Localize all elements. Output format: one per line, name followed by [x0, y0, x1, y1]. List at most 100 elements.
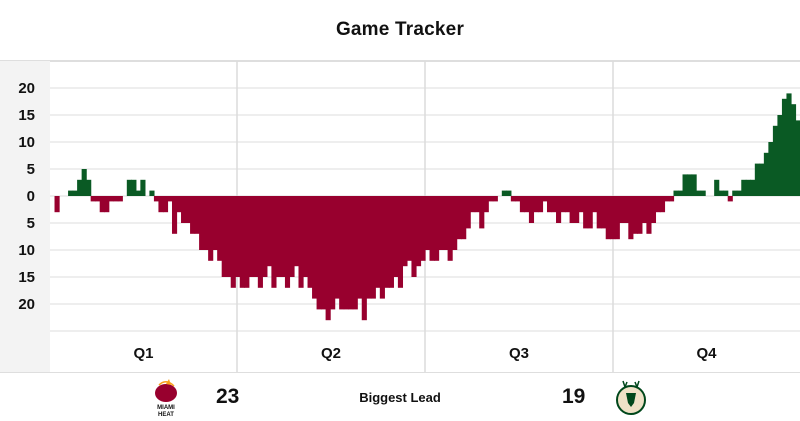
- bucks-lead-bar[interactable]: [786, 93, 792, 196]
- heat-lead-bar[interactable]: [619, 196, 625, 223]
- heat-lead-bar[interactable]: [379, 196, 385, 299]
- heat-lead-bar[interactable]: [312, 196, 318, 299]
- bucks-lead-bar[interactable]: [673, 190, 679, 196]
- heat-lead-bar[interactable]: [162, 196, 169, 213]
- bucks-lead-bar[interactable]: [772, 125, 779, 196]
- heat-lead-bar[interactable]: [537, 196, 544, 213]
- heat-lead-bar[interactable]: [551, 196, 557, 213]
- heat-lead-bar[interactable]: [524, 196, 530, 213]
- heat-lead-bar[interactable]: [357, 196, 363, 299]
- heat-lead-bar[interactable]: [519, 196, 525, 213]
- heat-lead-bar[interactable]: [262, 196, 268, 277]
- bucks-lead-bar[interactable]: [723, 190, 729, 196]
- bucks-lead-bar[interactable]: [777, 115, 783, 196]
- heat-lead-bar[interactable]: [104, 196, 110, 213]
- heat-lead-bar[interactable]: [321, 196, 327, 310]
- heat-lead-bar[interactable]: [556, 196, 562, 223]
- bucks-lead-bar[interactable]: [696, 190, 702, 196]
- heat-lead-bar[interactable]: [402, 196, 408, 267]
- heat-lead-bar[interactable]: [456, 196, 462, 240]
- heat-lead-bar[interactable]: [470, 196, 476, 213]
- heat-lead-bar[interactable]: [244, 196, 250, 288]
- heat-lead-bar[interactable]: [510, 196, 516, 202]
- bucks-lead-bar[interactable]: [126, 179, 132, 196]
- heat-lead-bar[interactable]: [465, 196, 471, 229]
- heat-lead-bar[interactable]: [587, 196, 593, 229]
- heat-lead-bar[interactable]: [361, 196, 367, 321]
- bucks-lead-bar[interactable]: [759, 163, 765, 196]
- heat-lead-bar[interactable]: [479, 196, 485, 229]
- bucks-lead-bar[interactable]: [754, 163, 760, 196]
- heat-lead-bar[interactable]: [434, 196, 440, 261]
- heat-lead-bar[interactable]: [284, 196, 291, 288]
- heat-lead-bar[interactable]: [474, 196, 480, 213]
- lead-chart-svg[interactable]: 20 15 10 5 0 5 10 15 20 Q1 Q2 Q3 Q4: [0, 61, 800, 372]
- heat-lead-bar[interactable]: [348, 196, 354, 310]
- bucks-lead-bar[interactable]: [718, 190, 724, 196]
- heat-lead-bar[interactable]: [393, 196, 399, 277]
- heat-lead-bar[interactable]: [95, 196, 101, 202]
- heat-lead-bar[interactable]: [176, 196, 182, 213]
- heat-lead-bar[interactable]: [569, 196, 575, 223]
- heat-lead-bar[interactable]: [221, 196, 227, 277]
- heat-lead-bar[interactable]: [217, 196, 223, 261]
- heat-lead-bar[interactable]: [108, 196, 114, 202]
- heat-lead-bar[interactable]: [370, 196, 376, 299]
- bucks-lead-bar[interactable]: [745, 179, 751, 196]
- bucks-lead-bar[interactable]: [750, 179, 756, 196]
- heat-lead-bar[interactable]: [438, 196, 444, 250]
- heat-lead-bar[interactable]: [610, 196, 616, 240]
- heat-lead-bar[interactable]: [614, 196, 620, 240]
- bucks-lead-bar[interactable]: [506, 190, 512, 196]
- heat-lead-bar[interactable]: [158, 196, 164, 213]
- heat-lead-bar[interactable]: [235, 196, 241, 277]
- bucks-lead-bar[interactable]: [732, 190, 738, 196]
- heat-lead-bar[interactable]: [632, 196, 638, 234]
- bucks-lead-bar[interactable]: [714, 179, 720, 196]
- heat-lead-bar[interactable]: [483, 196, 489, 213]
- bucks-lead-bar[interactable]: [68, 190, 74, 196]
- heat-lead-bar[interactable]: [199, 196, 205, 250]
- heat-lead-bar[interactable]: [578, 196, 584, 213]
- bucks-lead-bar[interactable]: [763, 152, 769, 196]
- bucks-lead-bar[interactable]: [72, 190, 78, 196]
- bucks-lead-bar[interactable]: [795, 120, 800, 196]
- heat-lead-bar[interactable]: [650, 196, 657, 223]
- heat-lead-bar[interactable]: [316, 196, 322, 310]
- heat-lead-bar[interactable]: [601, 196, 607, 229]
- heat-lead-bar[interactable]: [343, 196, 349, 310]
- bucks-lead-bar[interactable]: [140, 179, 146, 196]
- heat-lead-bar[interactable]: [542, 196, 548, 202]
- heat-lead-bar[interactable]: [226, 196, 232, 277]
- bucks-lead-bar[interactable]: [135, 190, 141, 196]
- heat-lead-bar[interactable]: [230, 196, 236, 288]
- heat-lead-bar[interactable]: [384, 196, 390, 288]
- heat-lead-bar[interactable]: [366, 196, 372, 299]
- heat-lead-bar[interactable]: [533, 196, 539, 213]
- heat-lead-bar[interactable]: [420, 196, 426, 261]
- heat-lead-bar[interactable]: [253, 196, 259, 277]
- bucks-lead-bar[interactable]: [741, 179, 747, 196]
- heat-lead-bar[interactable]: [257, 196, 263, 288]
- heat-lead-bar[interactable]: [425, 196, 431, 250]
- heat-lead-bar[interactable]: [528, 196, 535, 223]
- heat-lead-bar[interactable]: [668, 196, 675, 202]
- heat-lead-bar[interactable]: [289, 196, 295, 277]
- bucks-lead-bar[interactable]: [77, 179, 83, 196]
- heat-lead-bar[interactable]: [429, 196, 435, 261]
- bucks-lead-bar[interactable]: [501, 190, 507, 196]
- heat-lead-bar[interactable]: [623, 196, 629, 223]
- heat-lead-bar[interactable]: [303, 196, 309, 277]
- bucks-lead-bar[interactable]: [86, 179, 92, 196]
- bucks-lead-bar[interactable]: [149, 190, 155, 196]
- heat-lead-bar[interactable]: [565, 196, 571, 213]
- bucks-lead-bar[interactable]: [768, 142, 774, 196]
- heat-lead-bar[interactable]: [280, 196, 286, 277]
- heat-lead-bar[interactable]: [266, 196, 272, 267]
- heat-lead-bar[interactable]: [117, 196, 123, 202]
- heat-lead-bar[interactable]: [461, 196, 467, 240]
- heat-lead-bar[interactable]: [307, 196, 313, 288]
- heat-lead-bar[interactable]: [659, 196, 666, 213]
- heat-lead-bar[interactable]: [628, 196, 634, 240]
- heat-lead-bar[interactable]: [171, 196, 178, 234]
